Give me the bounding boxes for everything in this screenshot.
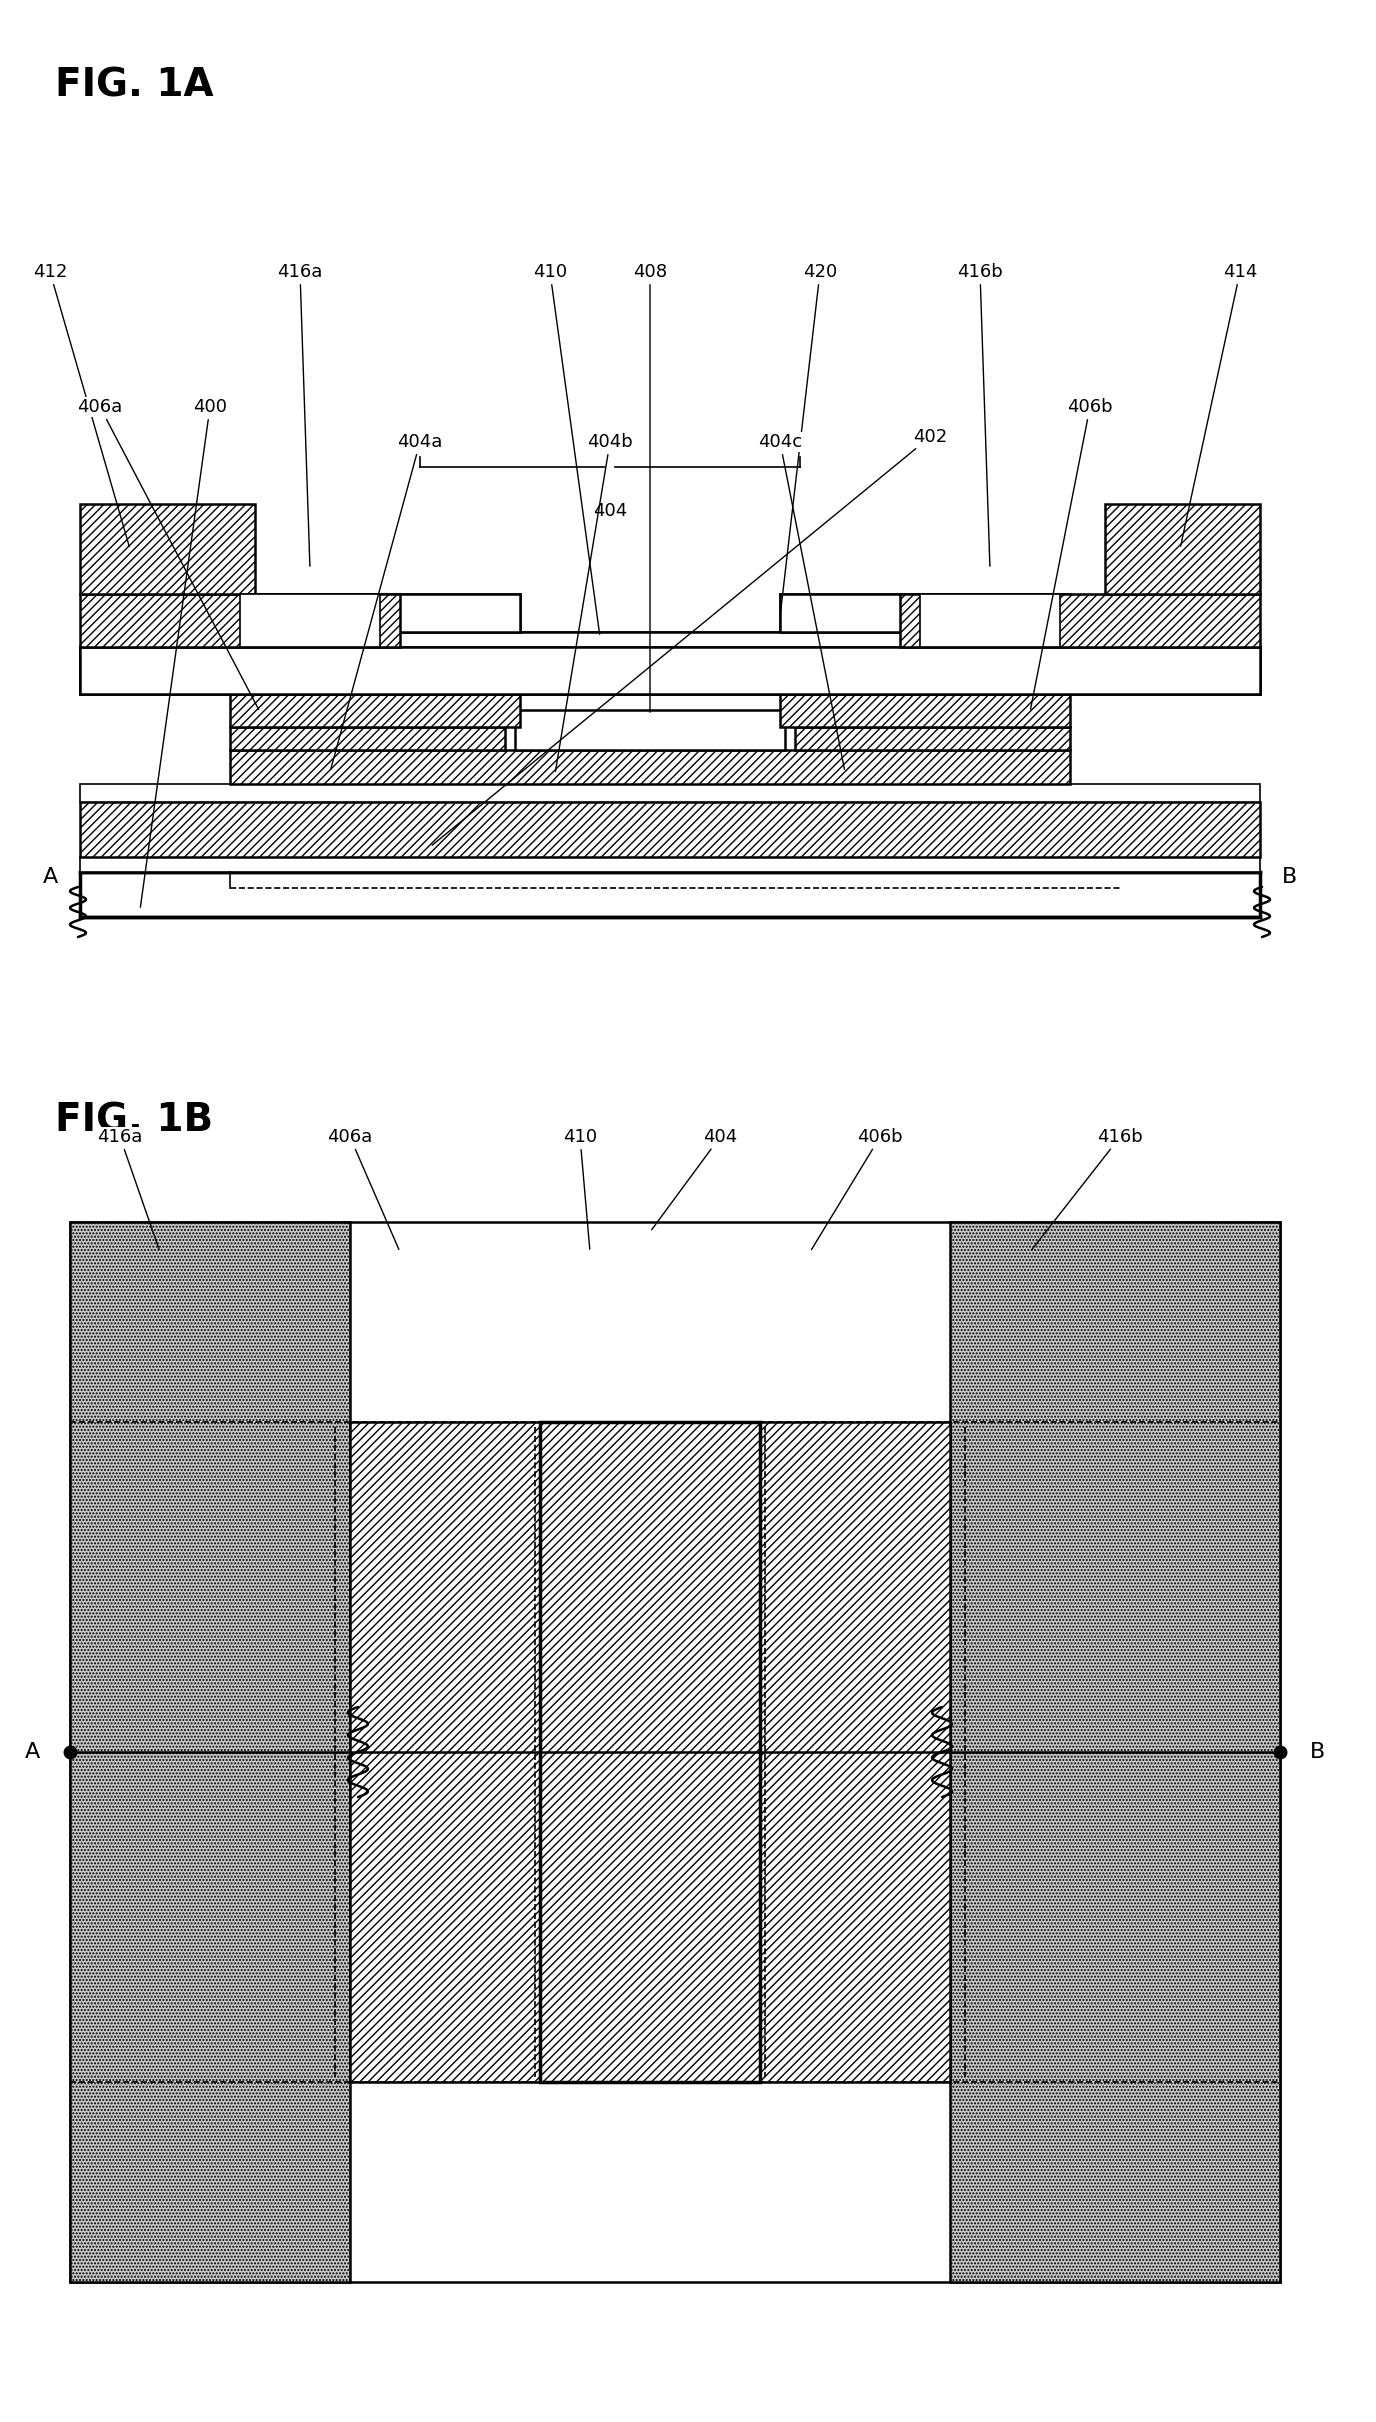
Bar <box>80 857 1260 872</box>
Text: 406a: 406a <box>77 397 259 710</box>
Bar <box>80 504 255 593</box>
Text: 402: 402 <box>432 429 947 845</box>
Text: 406b: 406b <box>1031 397 1113 710</box>
Text: FIG. 1B: FIG. 1B <box>55 1102 213 1141</box>
Bar <box>239 593 380 647</box>
Bar <box>80 785 1260 802</box>
Text: 404: 404 <box>652 1129 738 1230</box>
Text: B: B <box>1282 867 1298 886</box>
Bar <box>949 1223 1280 2282</box>
Bar <box>230 593 520 632</box>
Text: 420: 420 <box>780 264 837 615</box>
Bar <box>539 1422 760 2083</box>
Bar <box>780 593 1071 632</box>
Bar <box>80 802 1260 857</box>
Bar <box>80 593 400 647</box>
Text: 404a: 404a <box>330 434 443 770</box>
Text: 416b: 416b <box>958 264 1003 567</box>
Text: 416a: 416a <box>278 264 323 567</box>
Bar <box>80 647 1260 695</box>
Text: 404c: 404c <box>758 434 845 770</box>
Text: 416b: 416b <box>1032 1129 1143 1250</box>
Text: 404b: 404b <box>556 434 633 770</box>
Bar <box>70 1223 350 2282</box>
Bar <box>230 751 1071 785</box>
Text: B: B <box>1310 1741 1325 1761</box>
Bar <box>921 593 1060 647</box>
Bar <box>230 727 505 751</box>
Bar <box>760 1422 949 2083</box>
Bar <box>1105 504 1260 593</box>
Text: FIG. 1A: FIG. 1A <box>55 68 213 104</box>
Text: 400: 400 <box>140 397 227 908</box>
Text: 410: 410 <box>563 1129 597 1250</box>
Bar <box>80 872 1260 918</box>
Text: 412: 412 <box>33 264 129 547</box>
Bar <box>900 593 1260 647</box>
Bar <box>795 727 1071 751</box>
Bar <box>230 695 520 727</box>
Bar <box>515 710 784 751</box>
Bar <box>70 1223 1280 2282</box>
Text: 414: 414 <box>1181 264 1258 547</box>
Bar <box>80 647 1260 695</box>
Text: A: A <box>43 867 58 886</box>
Text: A: A <box>25 1741 40 1761</box>
Text: 408: 408 <box>633 264 667 712</box>
Text: 406b: 406b <box>812 1129 903 1250</box>
Bar <box>230 632 1071 647</box>
Text: 406a: 406a <box>327 1129 399 1250</box>
Bar <box>350 1422 539 2083</box>
Text: 416a: 416a <box>98 1129 160 1250</box>
Text: 410: 410 <box>533 264 600 635</box>
Bar <box>80 647 1260 695</box>
Bar <box>780 695 1071 727</box>
Text: 404: 404 <box>593 501 627 521</box>
